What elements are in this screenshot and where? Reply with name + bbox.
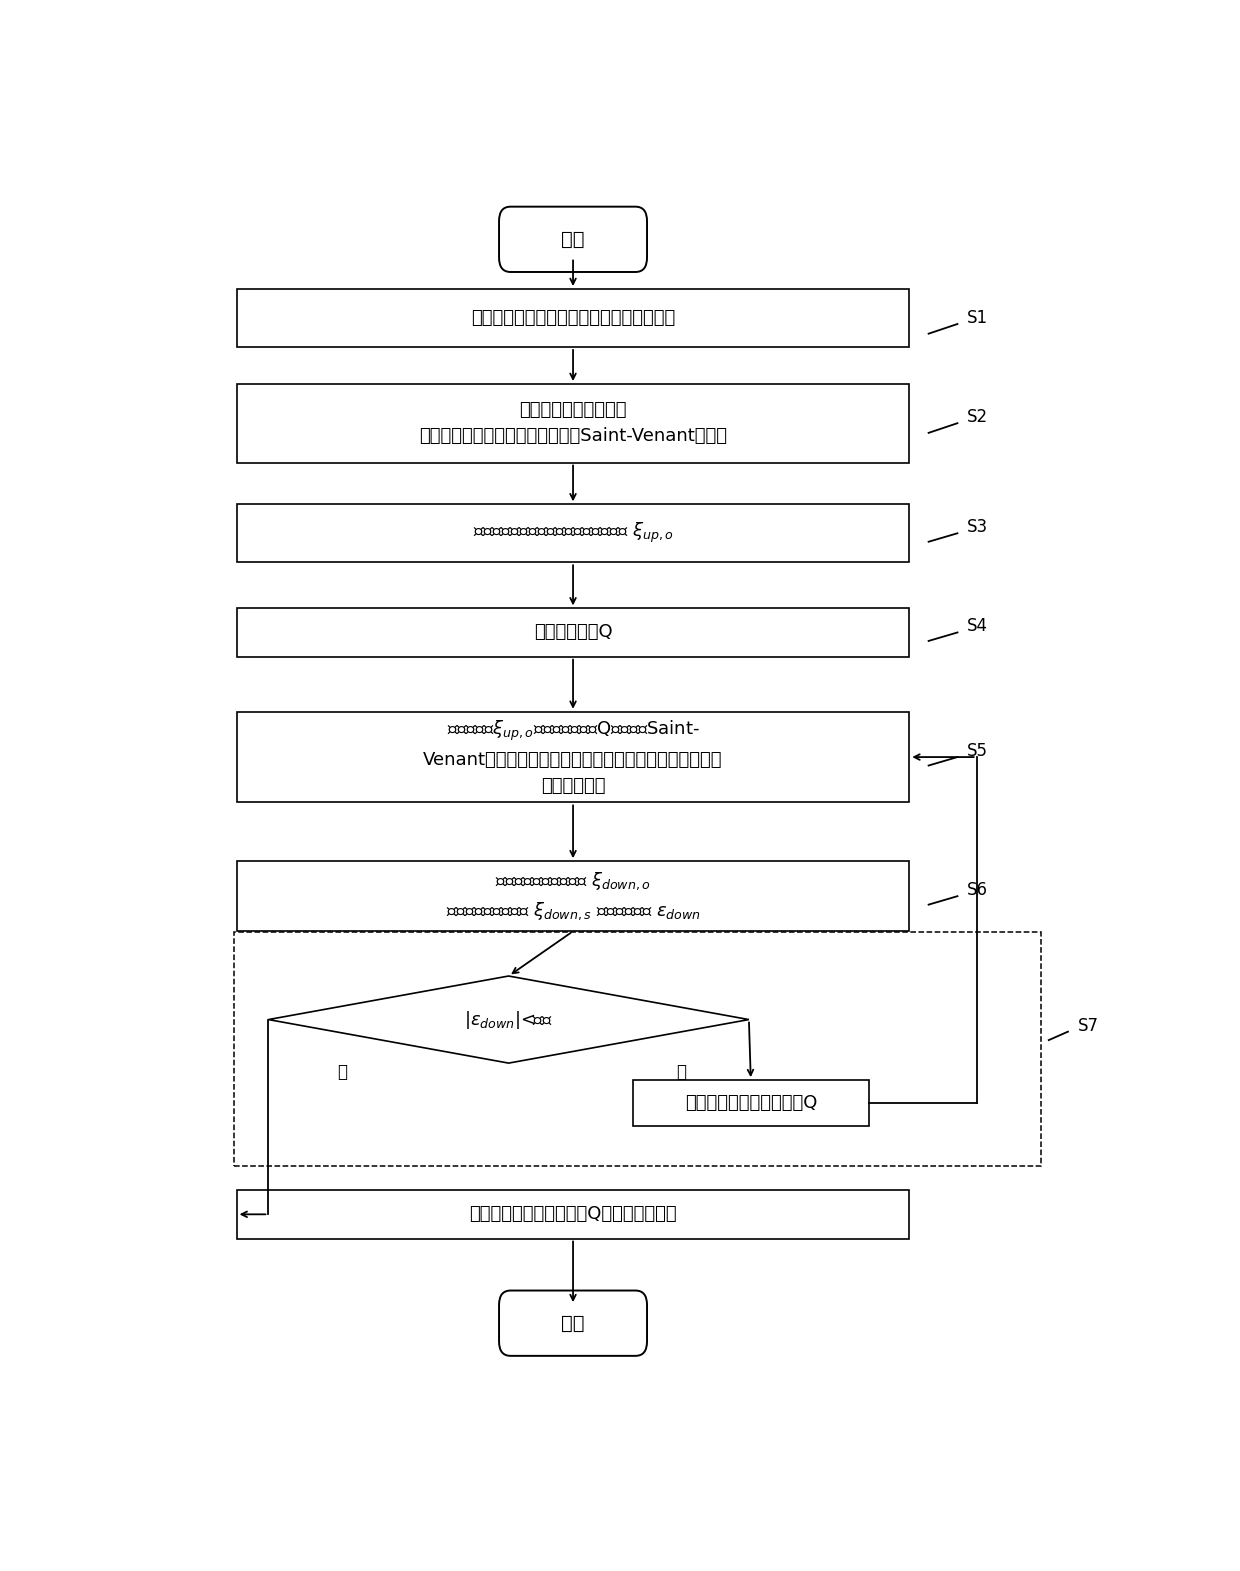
FancyBboxPatch shape	[498, 207, 647, 272]
Text: 开始: 开始	[562, 229, 585, 248]
Text: $|\varepsilon_{down}|$<阈値: $|\varepsilon_{down}|$<阈値	[464, 1009, 553, 1031]
Bar	[237, 289, 909, 347]
Bar	[237, 861, 909, 932]
Bar	[237, 504, 909, 562]
Text: S7: S7	[1078, 1016, 1099, 1035]
Bar	[237, 383, 909, 462]
Bar	[237, 608, 909, 657]
Bar	[634, 1079, 868, 1126]
Text: 否: 否	[677, 1062, 687, 1081]
Text: S6: S6	[967, 881, 988, 899]
Text: S4: S4	[967, 617, 988, 635]
Text: 获取河道的几何参数并构建对应的几何模型: 获取河道的几何参数并构建对应的几何模型	[471, 309, 675, 327]
Text: S3: S3	[967, 518, 988, 536]
Text: 获取河道几何模型中上游点的实测水位 $\xi_{up,o}$: 获取河道几何模型中上游点的实测水位 $\xi_{up,o}$	[472, 522, 673, 545]
Text: S2: S2	[967, 408, 988, 426]
Text: 获取下流点的实测水位 $\xi_{down,o}$
并计算其与模拟水位 $\xi_{down,s}$ 的水位误差值 $\varepsilon_{down}$: 获取下流点的实测水位 $\xi_{down,o}$ 并计算其与模拟水位 $\xi…	[445, 870, 701, 922]
Text: 则将当前设定的过闸流量Q作为闸门过流量: 则将当前设定的过闸流量Q作为闸门过流量	[469, 1205, 677, 1224]
Text: 调整当前设定的过闸流量Q: 调整当前设定的过闸流量Q	[684, 1093, 817, 1112]
Bar	[234, 933, 1042, 1166]
FancyBboxPatch shape	[498, 1290, 647, 1356]
Text: 设定过闸流量Q: 设定过闸流量Q	[533, 624, 613, 641]
Text: 结束: 结束	[562, 1313, 585, 1332]
Text: 是: 是	[337, 1062, 347, 1081]
Text: 将实测水位$\xi_{up,o}$和当前过闸流量Q作为一维Saint-
Venant方程组的边界条件，对其进行求解，获得河道下游
点的模拟水位: 将实测水位$\xi_{up,o}$和当前过闸流量Q作为一维Saint- Vena…	[423, 720, 723, 795]
Bar	[237, 1191, 909, 1238]
Text: S1: S1	[967, 309, 988, 327]
Text: S5: S5	[967, 742, 988, 760]
Polygon shape	[268, 976, 749, 1064]
Bar	[237, 712, 909, 803]
Text: 根据河道的几何模型，
构建描述过闸门水运动过程的一维Saint-Venant方程组: 根据河道的几何模型， 构建描述过闸门水运动过程的一维Saint-Venant方程…	[419, 401, 727, 445]
